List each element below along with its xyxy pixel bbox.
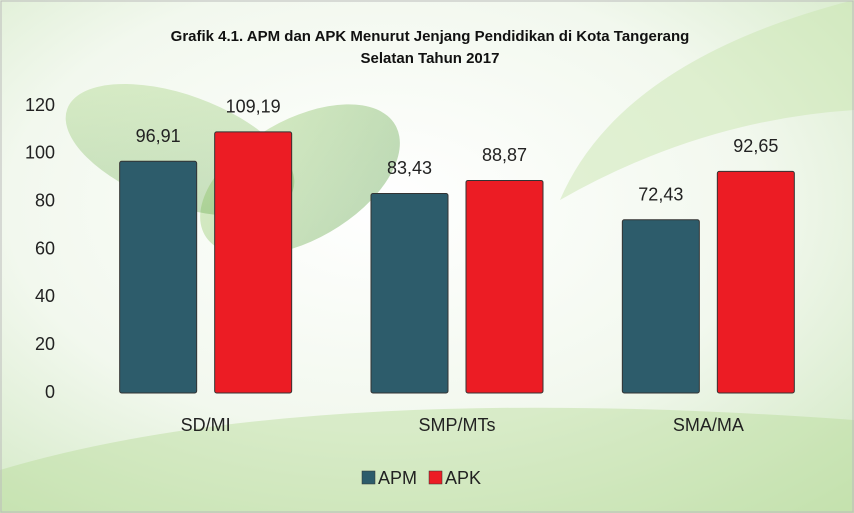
x-tick-label: SD/MI bbox=[181, 415, 231, 435]
y-tick-label: 20 bbox=[35, 334, 55, 354]
legend-label: APM bbox=[378, 468, 417, 488]
y-tick-label: 120 bbox=[25, 95, 55, 115]
data-label: 92,65 bbox=[733, 136, 778, 156]
y-tick-label: 0 bbox=[45, 382, 55, 402]
bar bbox=[621, 219, 700, 394]
y-tick-label: 60 bbox=[35, 238, 55, 258]
data-label: 96,91 bbox=[136, 126, 181, 146]
legend-swatch bbox=[428, 470, 443, 485]
data-label: 109,19 bbox=[226, 97, 281, 117]
data-label: 88,87 bbox=[482, 145, 527, 165]
wave-decoration bbox=[560, 0, 854, 200]
bar bbox=[370, 192, 449, 394]
x-tick-label: SMP/MTs bbox=[418, 415, 495, 435]
legend-label: APK bbox=[445, 468, 481, 488]
bar bbox=[465, 179, 544, 394]
bar bbox=[119, 160, 198, 394]
chart-title: Grafik 4.1. APM dan APK Menurut Jenjang … bbox=[170, 28, 690, 67]
y-tick-label: 80 bbox=[35, 190, 55, 210]
bar bbox=[716, 170, 795, 394]
legend-swatch bbox=[361, 470, 376, 485]
y-tick-label: 40 bbox=[35, 286, 55, 306]
wave-decoration bbox=[0, 407, 854, 513]
bar bbox=[214, 131, 293, 394]
x-tick-label: SMA/MA bbox=[673, 415, 744, 435]
data-label: 72,43 bbox=[638, 185, 683, 205]
data-label: 83,43 bbox=[387, 158, 432, 178]
y-tick-label: 100 bbox=[25, 143, 55, 163]
